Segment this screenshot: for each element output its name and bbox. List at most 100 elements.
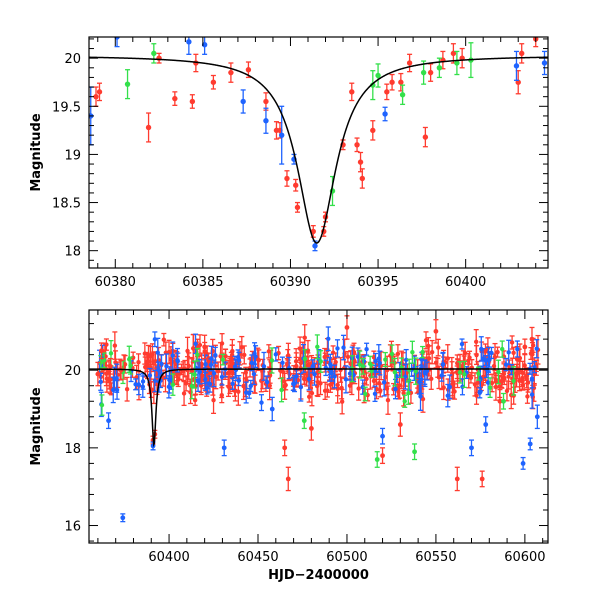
data-point-marker — [326, 336, 331, 341]
data-point-marker — [186, 39, 192, 45]
y-axis-title: Magnitude — [29, 387, 44, 466]
data-point-blue-cloud-44 — [264, 375, 270, 389]
data-point-red-20 — [349, 82, 355, 102]
data-point-marker — [520, 460, 526, 466]
data-point-marker — [393, 386, 398, 392]
data-point-marker — [98, 360, 104, 365]
data-point-green-cloud-2 — [314, 334, 320, 360]
data-point-blue-cloud-136 — [114, 379, 120, 400]
data-point-red-cloud-171 — [215, 361, 221, 381]
data-point-marker — [517, 378, 522, 384]
data-point-red-13 — [284, 170, 290, 187]
data-point-blue-cloud-137 — [136, 373, 142, 396]
data-point-marker — [302, 335, 307, 340]
data-point-marker — [259, 400, 264, 405]
data-point-red-cloud-289 — [219, 333, 225, 354]
data-point-red-cloud-90 — [429, 339, 435, 365]
data-point-red-cloud-390 — [509, 335, 515, 350]
data-point-marker — [279, 132, 285, 138]
data-point-marker — [332, 374, 337, 379]
data-point-blue-10 — [513, 50, 520, 81]
data-point-marker — [392, 369, 398, 375]
top-panel-zoom-light-curve: 60380 60385 60390 60395 60400 18 18.5 19 19.5 20 M… — [29, 36, 549, 290]
data-point-green-cloud-24 — [413, 357, 419, 385]
data-point-marker — [524, 376, 529, 382]
y-tick-label: 20 — [64, 364, 81, 379]
data-point-marker — [361, 358, 367, 364]
data-point-red-30 — [427, 63, 434, 82]
data-point-marker — [380, 453, 385, 459]
data-point-marker — [236, 389, 241, 394]
data-point-marker — [395, 351, 401, 356]
data-point-marker — [248, 383, 253, 389]
data-point-marker — [106, 418, 111, 424]
data-point-marker — [312, 371, 317, 377]
data-point-marker — [151, 359, 156, 364]
data-point-red-cloud-305 — [377, 383, 383, 398]
data-point-blue-cloud-89 — [292, 374, 298, 393]
data-point-marker — [101, 358, 107, 363]
data-point-marker — [401, 390, 406, 396]
data-point-green-cloud-32 — [392, 357, 398, 387]
data-point-red-cloud-392 — [491, 353, 497, 379]
data-point-blue-cloud-87 — [202, 367, 208, 391]
data-point-marker — [263, 98, 269, 105]
data-point-blue-cloud-91 — [152, 331, 158, 348]
data-point-marker — [359, 175, 365, 182]
data-point-red-cloud-10 — [241, 345, 247, 365]
data-point-red-cloud-162 — [528, 347, 534, 361]
data-point-blue-3 — [221, 439, 227, 457]
data-point-blue-cloud-130 — [261, 351, 267, 381]
data-point-red-9 — [308, 416, 314, 441]
data-point-marker — [99, 402, 105, 408]
data-point-red-cloud-344 — [524, 369, 530, 389]
data-point-marker — [284, 175, 290, 182]
y-tick-label: 16 — [64, 520, 81, 535]
data-point-marker — [497, 398, 503, 404]
data-point-blue-cloud-129 — [445, 383, 451, 408]
data-point-red-cloud-166 — [211, 386, 217, 415]
data-point-marker — [511, 350, 516, 356]
data-point-marker — [364, 347, 369, 352]
data-point-blue-cloud-133 — [417, 381, 423, 411]
data-point-marker — [247, 391, 252, 396]
x-tick-label: 60600 — [504, 550, 545, 565]
data-point-red-cloud-386 — [520, 360, 526, 386]
data-point-red-15 — [529, 326, 535, 352]
data-point-marker — [312, 243, 318, 249]
data-point-blue-cloud-113 — [459, 338, 465, 350]
data-point-marker — [318, 359, 323, 364]
data-point-marker — [424, 368, 430, 374]
data-point-marker — [189, 98, 196, 105]
data-point-red-28 — [406, 53, 413, 73]
data-point-blue-cloud-123 — [312, 362, 318, 386]
data-point-marker — [228, 69, 234, 76]
data-point-marker — [515, 346, 520, 352]
data-point-red-5 — [189, 94, 196, 109]
x-tick-label: 60380 — [95, 275, 136, 290]
data-point-blue-6 — [469, 439, 474, 457]
data-point-marker — [380, 433, 385, 439]
data-point-green-cloud-37 — [170, 373, 176, 396]
data-point-red-cloud-379 — [239, 335, 245, 359]
data-point-green-1 — [374, 451, 380, 468]
data-point-marker — [385, 397, 391, 403]
data-point-blue-cloud-67 — [483, 355, 489, 367]
data-point-red-1 — [96, 82, 103, 102]
data-point-blue-2 — [186, 37, 192, 55]
data-point-red-cloud-100 — [395, 344, 401, 364]
data-point-marker — [240, 98, 246, 105]
data-point-marker — [354, 142, 360, 148]
data-point-marker — [457, 370, 463, 375]
data-point-marker — [541, 60, 548, 66]
data-point-blue-cloud-93 — [251, 363, 257, 386]
data-point-marker — [263, 118, 269, 124]
data-point-marker — [384, 89, 390, 95]
data-point-marker — [520, 370, 525, 376]
data-point-green-cloud-0 — [405, 381, 411, 405]
data-point-marker — [221, 445, 227, 451]
data-point-red-16 — [522, 338, 528, 356]
data-point-marker — [466, 373, 471, 379]
data-point-marker — [335, 346, 340, 351]
data-point-blue-0 — [120, 513, 126, 523]
